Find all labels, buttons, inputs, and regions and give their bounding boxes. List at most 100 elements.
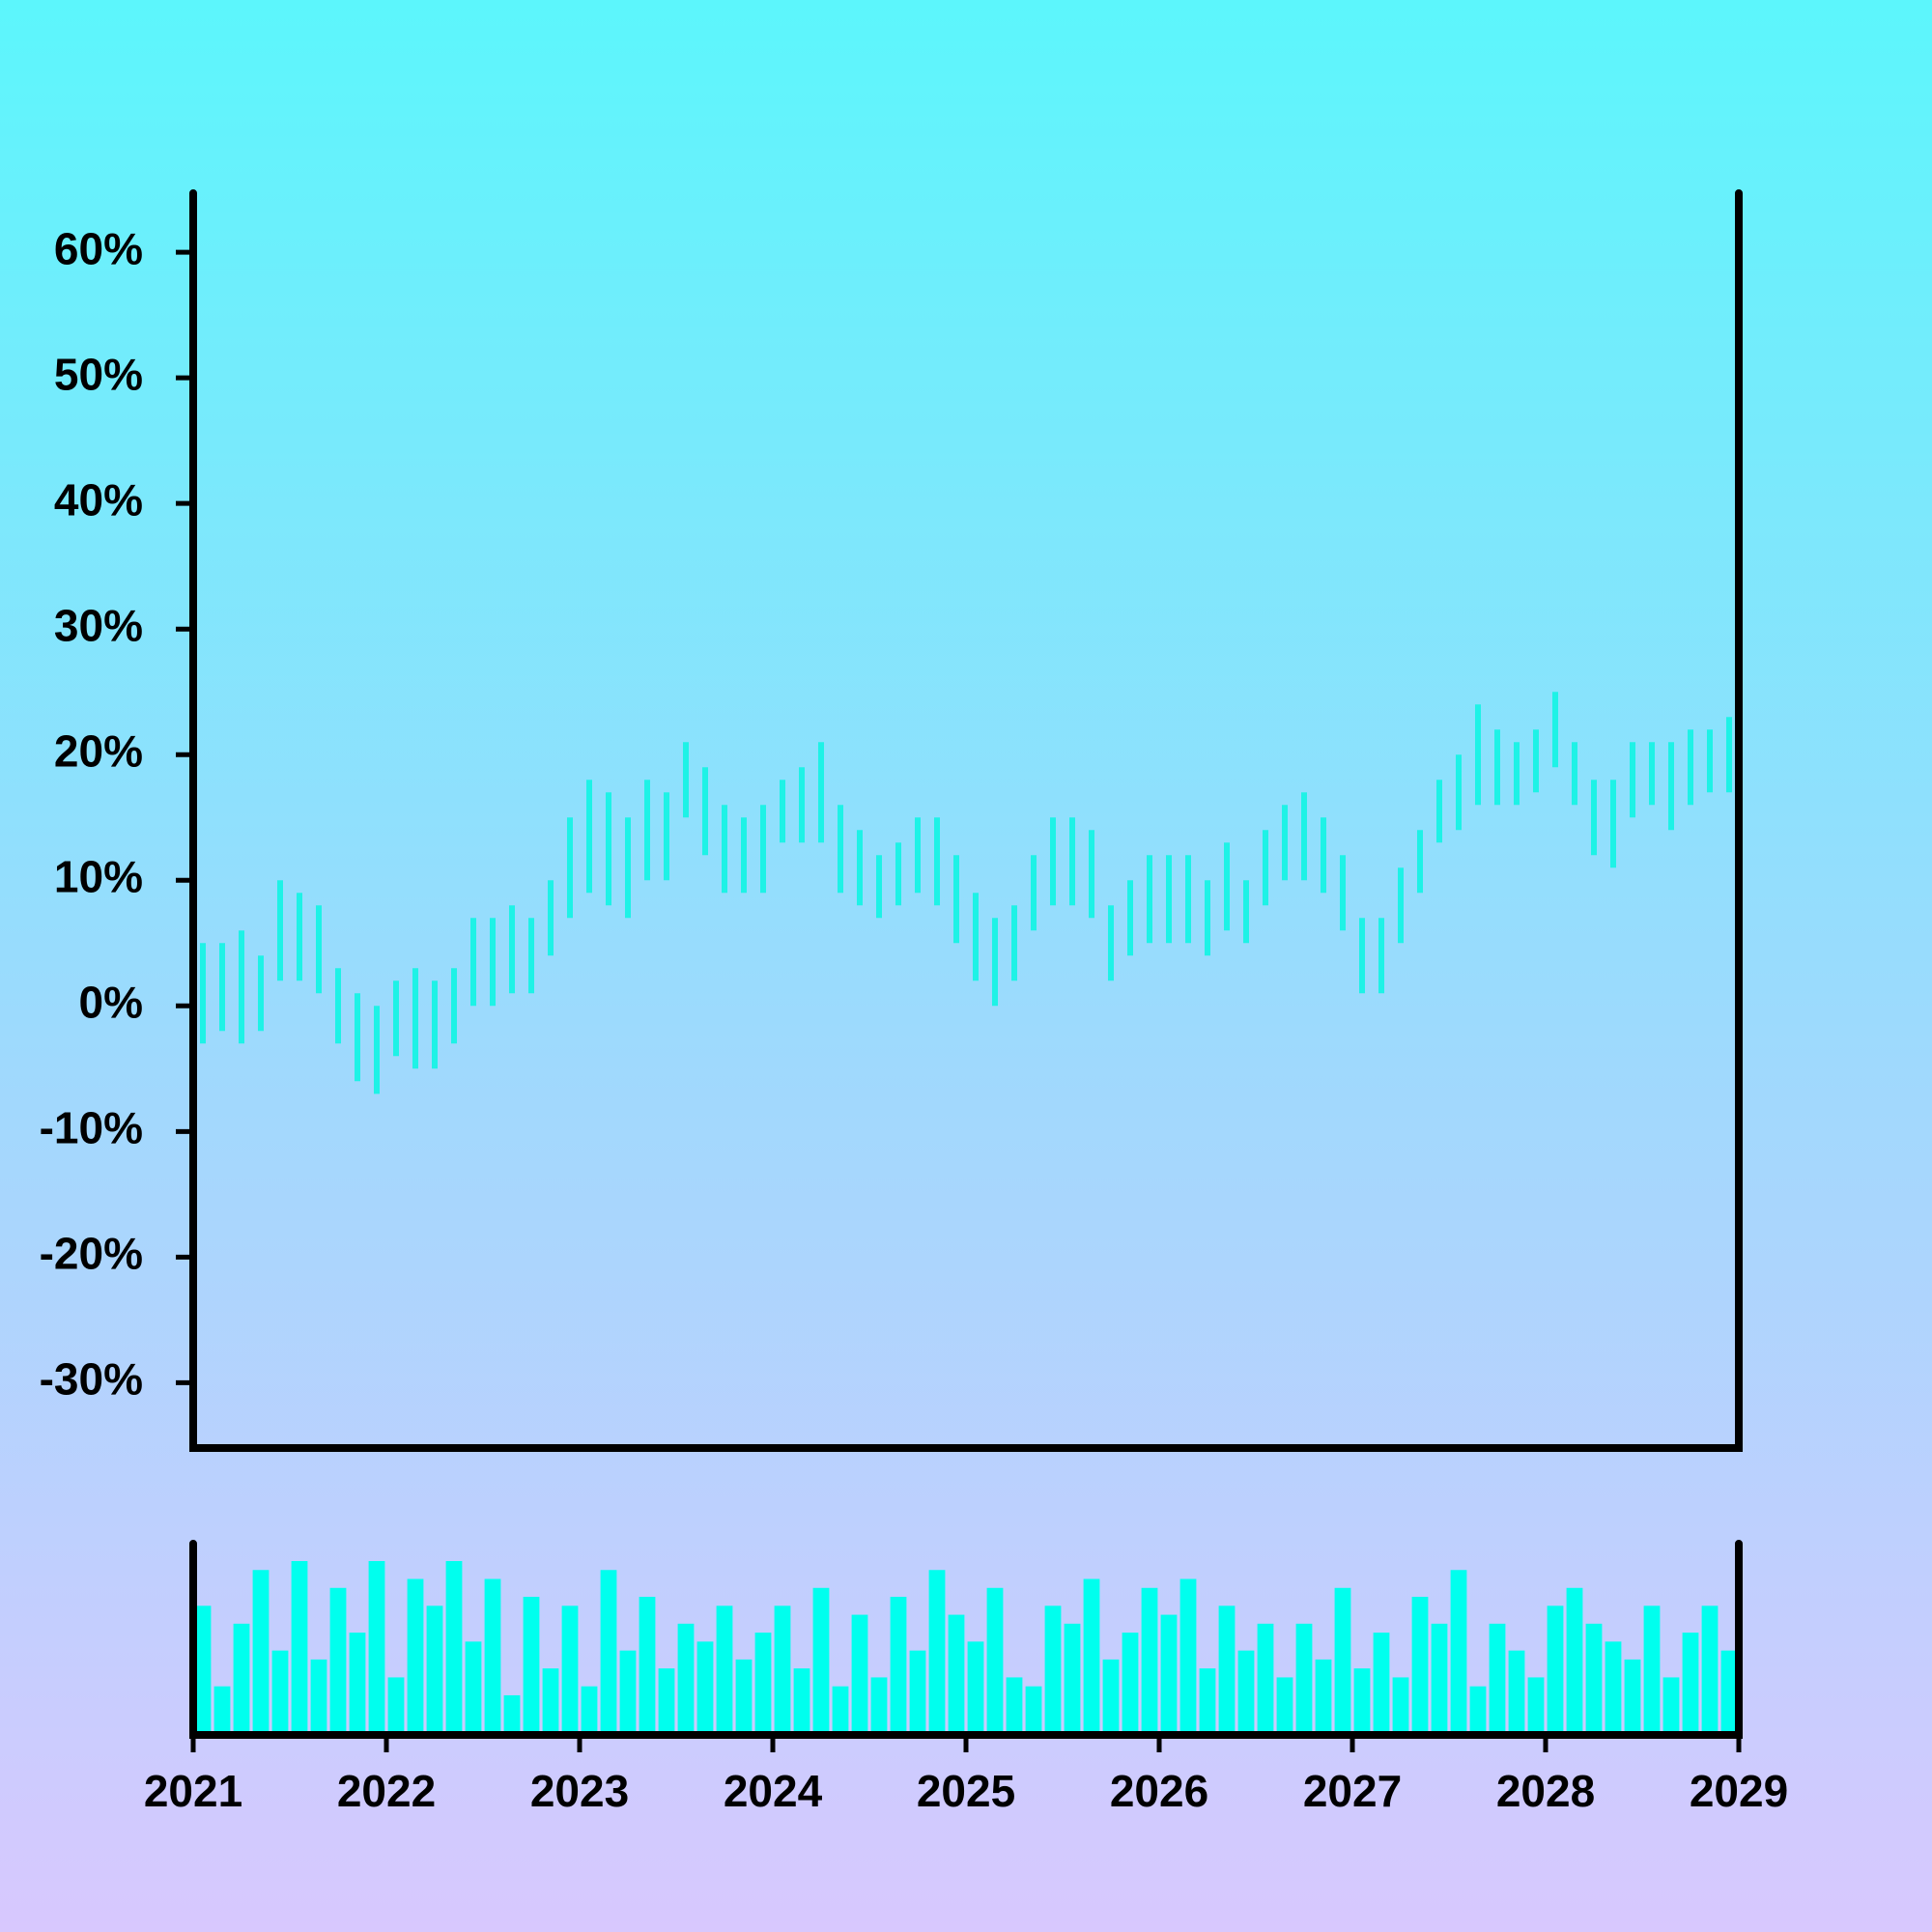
volume-bar [1218,1605,1236,1731]
volume-bar [1334,1587,1351,1731]
volume-bar [194,1605,212,1731]
volume-bar [1682,1633,1699,1731]
volume-bar [812,1587,830,1731]
volume-bar [1160,1614,1178,1731]
volume-bar [1605,1641,1622,1731]
volume-bar [1547,1605,1564,1731]
volume-bar [1489,1623,1506,1731]
volume-bar [1295,1623,1313,1731]
volume-bar [928,1570,946,1731]
x-tick-label: 2022 [337,1766,436,1816]
volume-bar [754,1633,772,1731]
volume-bar [1392,1677,1409,1731]
volume-bar [832,1686,849,1731]
volume-bar [1431,1623,1448,1731]
volume-bar [1122,1633,1139,1731]
y-tick-label: 10% [54,851,143,901]
volume-bar [1527,1677,1545,1731]
volume-bar [870,1677,888,1731]
volume-bar [1141,1587,1158,1731]
volume-bar [1469,1686,1487,1731]
volume-frame [189,1540,1743,1739]
y-tick-label: 30% [54,600,143,650]
x-tick-label: 2026 [1110,1766,1208,1816]
volume-bar [639,1597,656,1731]
volume-bar [1701,1605,1719,1731]
volume-bar [909,1650,926,1731]
volume-bar [1083,1578,1100,1731]
volume-bar [1199,1668,1216,1731]
volume-bar [1257,1623,1274,1731]
volume-bar [503,1694,521,1731]
volume-bar [271,1650,289,1731]
volume-bar [1353,1668,1371,1731]
y-tick-label: -20% [40,1229,143,1279]
y-tick-label: 60% [54,223,143,273]
volume-bar [1585,1623,1603,1731]
volume-bar [967,1641,984,1731]
volume-bar [1566,1587,1583,1731]
volume-bar [851,1614,868,1731]
volume-bar [1064,1623,1081,1731]
volume-bar [1006,1677,1023,1731]
volume-bar [1450,1570,1467,1731]
volume-bar [445,1561,463,1731]
y-tick-label: 50% [54,349,143,399]
volume-bar [310,1659,327,1731]
volume-bar [387,1677,405,1731]
volume-bar [252,1570,270,1731]
volume-bar [329,1587,347,1731]
volume-bar [716,1605,733,1731]
x-tick-label: 2024 [724,1766,823,1816]
volume-bar [1102,1659,1120,1731]
volume-bar [542,1668,559,1731]
volume-bar [581,1686,598,1731]
x-tick-label: 2027 [1303,1766,1402,1816]
volume-bar [349,1633,366,1731]
volume-bar [1025,1686,1042,1731]
volume-bar [465,1641,482,1731]
volume-bar [1624,1659,1641,1731]
volume-bar [600,1570,617,1731]
volume-bar [774,1605,791,1731]
volume-bar [1179,1578,1197,1731]
volume-bar [368,1561,385,1731]
x-tick-label: 2023 [530,1766,629,1816]
volume-bar [658,1668,675,1731]
volume-bar [233,1623,250,1731]
volume-bar [1315,1659,1332,1731]
volume-bar [1720,1650,1738,1731]
volume-bar [1643,1605,1661,1731]
volume-bar [619,1650,637,1731]
volume-bar [561,1605,579,1731]
volume-bar [426,1605,443,1731]
volume-bar [407,1578,424,1731]
volume-bar [735,1659,753,1731]
y-tick-label: 20% [54,725,143,776]
volume-bar [523,1597,540,1731]
volume-bar [677,1623,695,1731]
volume-bar [1044,1605,1062,1731]
volume-bar [1411,1597,1429,1731]
price-frame [189,189,1743,1452]
x-tick-label: 2021 [144,1766,242,1816]
volume-bar [484,1578,501,1731]
volume-bar [1662,1677,1680,1731]
volume-bar [948,1614,965,1731]
y-tick-label: 0% [79,977,143,1027]
x-tick-label: 2028 [1496,1766,1595,1816]
volume-bar [213,1686,231,1731]
volume-bar [890,1597,907,1731]
x-tick-label: 2025 [917,1766,1015,1816]
y-tick-label: -30% [40,1354,143,1405]
y-tick-label: 40% [54,474,143,525]
volume-bar [1508,1650,1525,1731]
volume-bar [696,1641,714,1731]
volume-bar [1373,1633,1390,1731]
volume-bar [1237,1650,1255,1731]
y-tick-label: -10% [40,1102,143,1152]
volume-bar [986,1587,1004,1731]
volume-bar [793,1668,810,1731]
volume-bar [1276,1677,1293,1731]
